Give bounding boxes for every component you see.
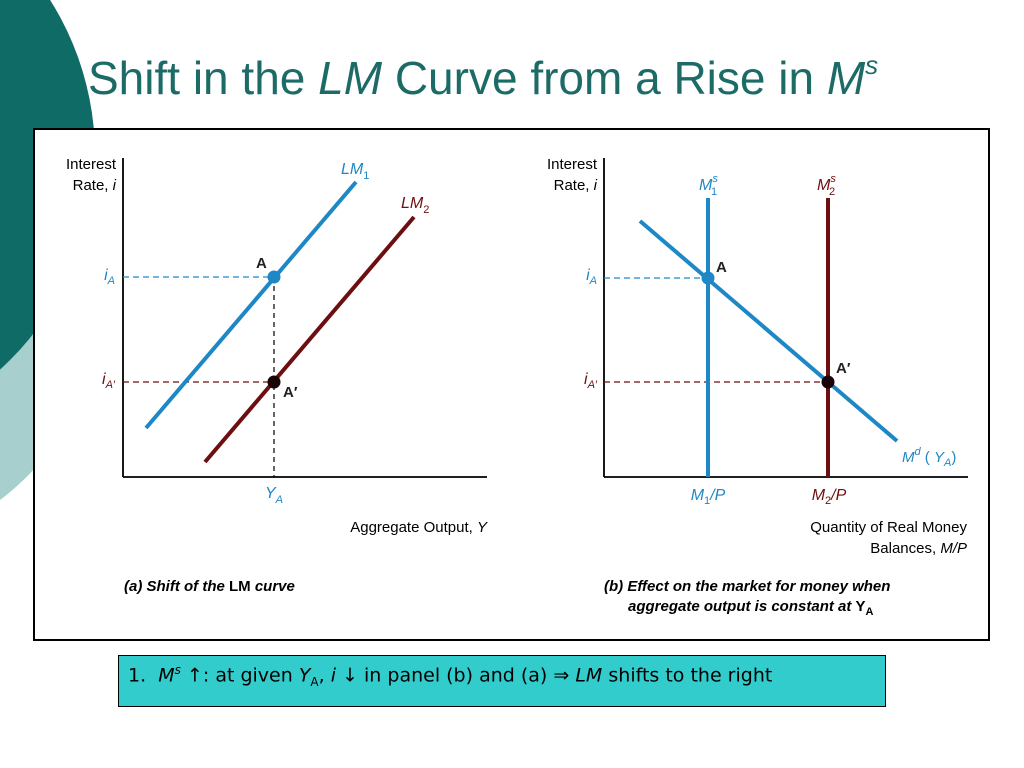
lm-shift-diagram: Interest Rate, i iA iA′ YA LM1 LM2 A A′ … [66,156,968,618]
panel-a-label-A: A [256,255,267,272]
panel-b-label-A2: A′ [836,360,851,377]
callout-comma: , [318,664,325,687]
callout-text-2: in panel (b) and (a) [364,664,548,687]
callout-text-1: : at given [202,664,293,687]
title-text-1: Shift in the [88,52,306,104]
panel-a-point-A2 [267,375,281,389]
panel-b-tick-M1: M1/P [691,487,726,507]
panel-b: Interest Rate, i iA iA′ Ms 1 Ms 2 M1/P M2/… [547,156,968,618]
panel-b-tick-iA2: iA′ [584,371,598,391]
panel-b-point-A2 [821,375,835,389]
lm1-curve [144,180,358,430]
callout-text-3: shifts to the right [608,664,773,687]
panel-b-label-A: A [716,259,727,276]
panel-b-x-label-line1: Quantity of Real Money [810,519,967,536]
money-demand-curve [638,219,899,443]
callout-y-sub: A [310,675,319,690]
panel-b-caption-line1: (b) Effect on the market for money when [604,578,890,595]
money-supply-2-label: Ms 2 [817,173,836,198]
callout-s: s [174,663,181,677]
panel-a-x-label: Aggregate Output, Y [350,519,488,536]
panel-a-point-A [267,270,281,284]
lm2-curve [203,215,416,464]
panel-a-tick-YA: YA [265,485,283,506]
summary-callout: 1. Ms ↑: at given YA, i ↓ in panel (b) a… [118,655,886,707]
callout-m: M [158,664,175,687]
title-m: M [826,52,866,104]
lm2-label: LM2 [401,195,429,216]
panel-b-tick-iA: iA [586,267,597,287]
panel-a: Interest Rate, i iA iA′ YA LM1 LM2 A A′ … [66,156,488,595]
panel-b-tick-M2: M2/P [812,487,847,507]
callout-lm: LM [575,664,603,687]
panel-a-tick-iA: iA [104,267,115,287]
figure-frame: Interest Rate, i iA iA′ YA LM1 LM2 A A′ … [33,128,990,641]
panel-b-point-A [701,271,715,285]
panel-a-tick-iA2: iA′ [102,371,116,391]
panel-a-y-label-line2: Rate, i [73,177,117,194]
callout-number: 1. [128,664,147,687]
up-arrow-icon: ↑ [186,664,203,687]
callout-y: Y [298,664,311,687]
callout-i: i [330,664,337,687]
panel-a-label-A2: A′ [283,384,298,401]
panel-b-caption-line2: aggregate output is constant at YA [628,598,874,618]
implies-arrow-icon: ⇒ [553,664,570,687]
panel-b-x-label-line2: Balances, M/P [870,540,967,557]
slide-title: Shift in the LM Curve from a Rise in Ms [88,52,878,101]
money-demand-label: Md ( YA) [902,446,956,469]
panel-a-caption: (a) Shift of the LM curve [124,578,295,595]
title-text-2: Curve from a Rise in [394,52,815,104]
panel-a-y-label-line1: Interest [66,156,117,173]
title-lm: LM [318,52,383,104]
lm1-label: LM1 [341,161,369,182]
title-superscript: s [865,50,879,80]
panel-b-y-label-line1: Interest [547,156,598,173]
down-arrow-icon: ↓ [342,664,358,687]
panel-b-y-label-line2: Rate, i [554,177,598,194]
money-supply-1-label: Ms 1 [699,173,718,198]
